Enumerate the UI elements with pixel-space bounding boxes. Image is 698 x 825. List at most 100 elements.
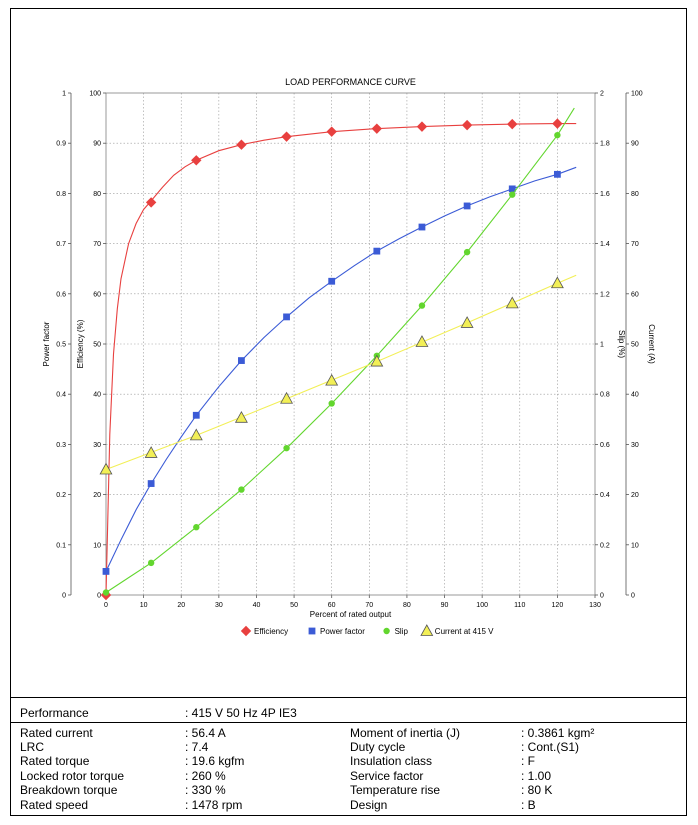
eff-tick-label: 30 <box>93 442 101 449</box>
spec-value-moment-of-inertia: : 0.3861 kgm² <box>521 726 595 740</box>
legend-label-current-at-415-v: Current at 415 V <box>435 627 494 636</box>
pf-tick-label: 0.5 <box>56 342 66 349</box>
slip-tick-label: 0.2 <box>600 542 610 549</box>
spec-label-insulation-class: Insulation class <box>350 754 433 768</box>
x-tick-label: 0 <box>104 602 108 609</box>
legend-label-efficiency: Efficiency <box>254 627 288 636</box>
eff-tick-label: 100 <box>89 91 101 98</box>
cur-tick-label: 10 <box>631 542 639 549</box>
eff-tick-label: 80 <box>93 191 101 198</box>
eff-tick-label: 60 <box>93 291 101 298</box>
spec-value-rated-torque: : 19.6 kgfm <box>185 754 245 768</box>
x-tick-label: 70 <box>365 602 373 609</box>
pf-axis-label: Power factor <box>42 321 51 366</box>
efficiency-point <box>416 121 428 132</box>
cur-tick-label: 40 <box>631 392 639 399</box>
power-factor-point <box>463 202 471 210</box>
spec-label-rated-speed: Rated speed <box>20 798 89 812</box>
efficiency-point <box>191 155 202 166</box>
current-at-415-v-point <box>550 276 564 289</box>
x-tick-label: 110 <box>514 602 525 609</box>
cur-tick-label: 30 <box>631 442 639 449</box>
spec-label-service-factor: Service factor <box>350 769 424 783</box>
power-factor-point <box>238 357 245 364</box>
power-factor-point <box>418 223 426 231</box>
spec-value-insulation-class: : F <box>521 754 535 768</box>
pf-tick-label: 0.4 <box>56 392 66 399</box>
pf-tick-label: 0.8 <box>56 191 66 198</box>
spec-value-breakdown-torque: : 330 % <box>185 783 226 797</box>
slip-point <box>193 524 200 531</box>
spec-divider <box>11 722 686 723</box>
slip-tick-label: 2 <box>600 91 604 98</box>
pf-tick-label: 0.2 <box>56 492 66 499</box>
cur-tick-label: 90 <box>631 141 639 148</box>
x-tick-label: 100 <box>476 602 488 609</box>
slip-tick-label: 0.6 <box>600 442 610 449</box>
power-factor-point <box>508 185 516 193</box>
slip-axis-label: Slip (%) <box>617 330 626 358</box>
cur-tick-label: 20 <box>631 492 639 499</box>
slip-tick-label: 1.2 <box>600 291 610 298</box>
legend-marker-power-factor <box>308 627 316 635</box>
x-tick-label: 130 <box>589 602 601 609</box>
performance-value: : 415 V 50 Hz 4P IE3 <box>185 706 297 720</box>
efficiency-point <box>371 123 383 134</box>
performance-sheet: 0 10 20 30 40 50 60 70 80 90 100 110 120 130 0 0.1 0.2 0.… <box>10 8 687 816</box>
slip-point <box>283 444 290 452</box>
power-factor-point <box>192 411 200 419</box>
spec-top-rule <box>11 697 686 698</box>
spec-value-locked-rotor-torque: : 260 % <box>185 769 226 783</box>
current-at-415-v-point <box>99 462 113 475</box>
spec-label-rated-current: Rated current <box>20 726 93 740</box>
eff-tick-label: 90 <box>93 141 101 148</box>
eff-tick-label: 10 <box>93 542 101 549</box>
efficiency-series <box>100 118 577 601</box>
eff-tick-label: 50 <box>93 342 101 349</box>
performance-label: Performance <box>20 706 89 720</box>
cur-tick-label: 60 <box>631 291 639 298</box>
cur-tick-label: 0 <box>631 593 635 600</box>
power-factor-point <box>328 277 336 285</box>
slip-point <box>328 400 335 407</box>
legend-label-slip: Slip <box>395 627 409 636</box>
slip-tick-label: 1.6 <box>600 191 610 198</box>
slip-tick-label: 1.8 <box>600 141 610 148</box>
x-tick-label: 40 <box>253 602 261 609</box>
eff-tick-label: 20 <box>93 492 101 499</box>
current-at-415-v-point <box>460 316 474 328</box>
efficiency-point <box>552 118 563 129</box>
legend-marker-slip <box>383 627 390 635</box>
efficiency-point <box>326 126 337 137</box>
current-at-415-v-point <box>415 335 429 347</box>
current-at-415-v-point <box>234 410 248 423</box>
x-tick-label: 30 <box>215 602 223 609</box>
slip-tick-label: 0.4 <box>600 492 610 499</box>
current-at-415-v-point <box>505 296 519 309</box>
spec-value-temperature-rise: : 80 K <box>521 783 553 797</box>
slip-point <box>418 302 426 309</box>
slip-point <box>102 589 110 596</box>
power-factor-point <box>102 568 110 575</box>
slip-point <box>554 131 561 139</box>
slip-series <box>102 107 575 596</box>
cur-tick-label: 80 <box>631 191 639 198</box>
cur-tick-label: 50 <box>631 342 639 349</box>
pf-tick-label: 0.1 <box>56 542 66 549</box>
current-at-415-v-point <box>370 354 384 367</box>
chart-title: LOAD PERFORMANCE CURVE <box>285 77 416 87</box>
cur-axis-label: Current (A) <box>647 324 656 364</box>
spec-label-temperature-rise: Temperature rise <box>350 783 441 797</box>
slip-tick-label: 1.4 <box>600 241 610 248</box>
eff-tick-label: 70 <box>93 241 101 248</box>
spec-value-service-factor: : 1.00 <box>521 769 552 783</box>
legend-label-power-factor: Power factor <box>320 627 365 636</box>
power-factor-point <box>283 313 290 321</box>
spec-label-locked-rotor-torque: Locked rotor torque <box>20 769 125 783</box>
spec-value-lrc: : 7.4 <box>185 740 209 754</box>
slip-tick-label: 0 <box>600 593 604 600</box>
slip-point <box>238 486 245 493</box>
spec-label-breakdown-torque: Breakdown torque <box>20 783 118 797</box>
efficiency-point <box>461 119 473 131</box>
power-factor-series <box>102 166 577 575</box>
